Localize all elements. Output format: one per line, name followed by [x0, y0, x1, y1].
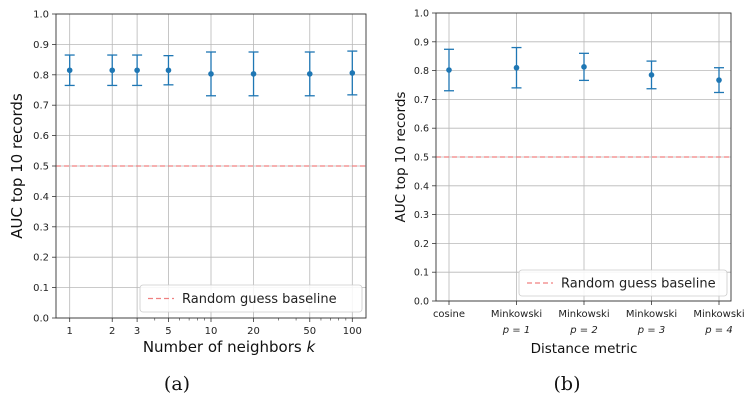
x-tick-label: 5 [165, 326, 171, 337]
data-point [581, 64, 587, 70]
data-point [165, 67, 172, 74]
legend-label: Random guess baseline [561, 277, 716, 292]
x-tick-label: Minkowski [558, 309, 609, 320]
y-tick-label: 0.3 [414, 210, 429, 221]
y-axis-label: AUC top 10 records [8, 93, 26, 239]
x-tick-label: Minkowski [626, 309, 677, 320]
y-tick-label: 0.7 [414, 95, 429, 106]
data-point [306, 71, 313, 77]
y-tick-label: 0.2 [33, 253, 49, 264]
x-tick-label: 3 [134, 326, 140, 337]
caption-a: (a) [164, 373, 190, 395]
data-point [513, 64, 520, 71]
x-tick-label: 100 [343, 326, 362, 337]
y-tick-label: 0.7 [33, 101, 49, 112]
panel-a: 0.0 0.1 0.2 0.3 0.4 0.5 0.6 0.7 0.8 0.9 1.0 1 2 3 5 10 2… [8, 10, 367, 395]
y-tick-label: 0.6 [33, 131, 49, 142]
y-tick-label: 0.8 [414, 66, 429, 77]
panel-b: 0.0 0.1 0.2 0.3 0.4 0.5 0.6 0.7 0.8 0.9 1.0 cosine M… [393, 9, 745, 396]
x-tick-sublabel: p = 4 [704, 325, 732, 336]
x-axis-variable: k [306, 338, 316, 356]
data-point [349, 70, 356, 76]
x-axis-label: Distance metric [531, 341, 638, 357]
x-axis-label: Number of neighbors k [143, 338, 317, 356]
x-tick-label: Minkowski [491, 309, 542, 320]
data-point [648, 72, 655, 78]
y-tick-label: 0.8 [33, 70, 49, 81]
y-tick-label: 0.4 [33, 192, 49, 203]
x-tick-sublabel: p = 3 [637, 325, 665, 336]
x-tick-label: 50 [303, 326, 316, 337]
y-tick-label: 0.4 [414, 181, 429, 192]
data-point [716, 77, 722, 83]
data-point [134, 67, 140, 74]
y-axis-label: AUC top 10 records [393, 92, 409, 223]
x-tick-label: 1 [67, 326, 73, 337]
data-point [66, 67, 73, 74]
x-tick-label: Minkowski [693, 309, 744, 320]
y-tick-label: 0.0 [414, 297, 429, 308]
data-point [109, 67, 116, 74]
y-tick-label: 0.9 [33, 40, 49, 51]
caption-b: (b) [554, 373, 581, 395]
y-tick-label: 1.0 [414, 9, 429, 20]
y-tick-label: 1.0 [33, 10, 49, 21]
y-tick-label: 0.5 [33, 162, 49, 173]
legend-box [139, 284, 363, 313]
y-tick-label: 0.9 [414, 37, 429, 48]
x-axis-label-text: Number of neighbors [143, 338, 307, 356]
data-point [250, 71, 257, 77]
y-tick-label: 0.2 [414, 239, 429, 250]
y-tick-label: 0.1 [33, 283, 49, 294]
x-tick-label: 20 [247, 326, 260, 337]
x-tick-label: 10 [205, 326, 218, 337]
y-tick-label: 0.1 [414, 268, 429, 279]
plot-frame [435, 12, 732, 302]
legend-label: Random guess baseline [182, 292, 337, 307]
plot-frame [55, 13, 367, 319]
y-tick-label: 0.6 [414, 124, 429, 135]
y-tick-label: 0.0 [33, 314, 49, 325]
x-tick-label: cosine [433, 309, 465, 320]
y-tick-label: 0.5 [414, 153, 429, 164]
x-tick-sublabel: p = 1 [502, 325, 530, 336]
legend-box [518, 269, 728, 297]
data-point [446, 67, 452, 73]
x-tick-label: 2 [109, 326, 115, 337]
data-point [208, 71, 214, 77]
y-tick-label: 0.3 [33, 222, 49, 233]
x-tick-sublabel: p = 2 [569, 325, 597, 336]
